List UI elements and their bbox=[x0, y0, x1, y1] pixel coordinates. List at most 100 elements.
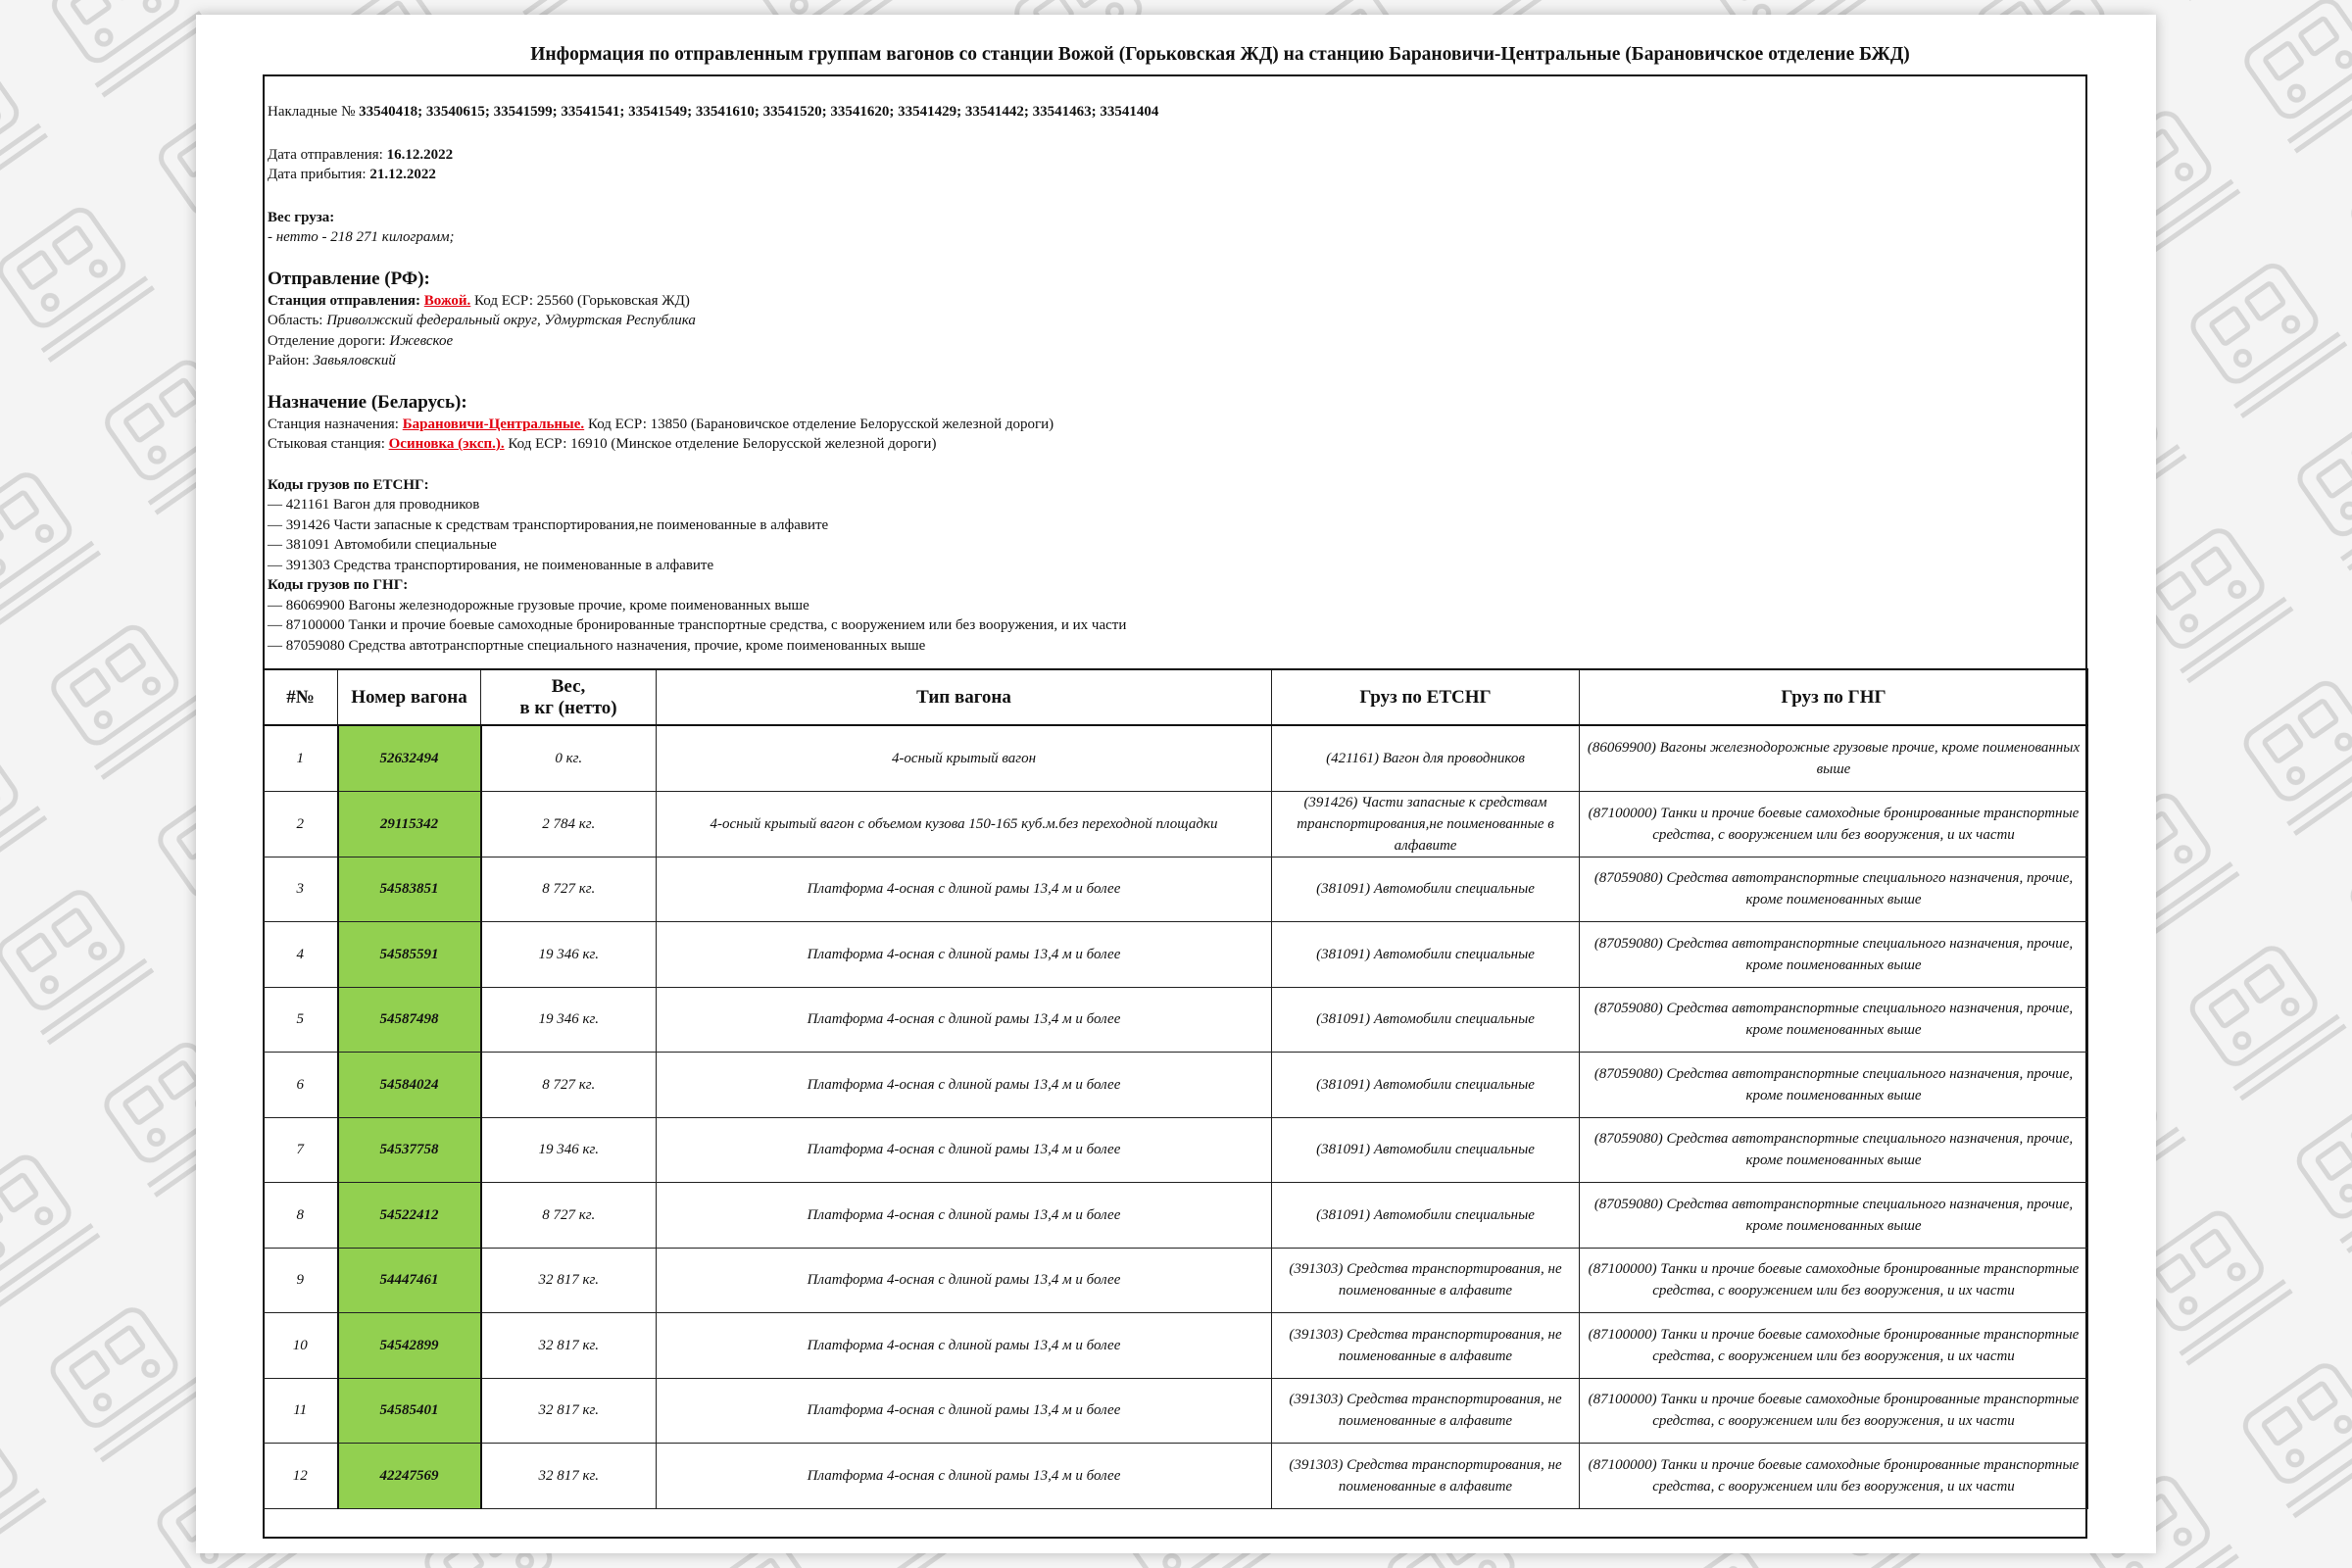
cargo-gng: (87059080) Средства автотранспортные спе… bbox=[1579, 986, 2088, 1053]
cargo-etsng: (391303) Средства транспортирования, не … bbox=[1271, 1377, 1580, 1444]
table-row: 8 54522412 8 727 кг. Платформа 4-осная с дл… bbox=[263, 1182, 2088, 1249]
table-row: 7 54537758 19 346 кг. Платформа 4-осная с д… bbox=[263, 1116, 2088, 1183]
cargo-etsng: (391426) Части запасные к средствам тран… bbox=[1271, 790, 1580, 858]
arrival-date-line: Дата прибытия: 21.12.2022 bbox=[268, 167, 436, 182]
wagon-type: 4-осный крытый вагон bbox=[656, 724, 1272, 792]
wagon-number: 54583851 bbox=[336, 856, 482, 922]
wagon-type: Платформа 4-осная с длиной рамы 13,4 м и… bbox=[656, 856, 1272, 922]
cargo-etsng: (381091) Автомобили специальные bbox=[1271, 921, 1580, 988]
wagon-number: 54447461 bbox=[336, 1247, 482, 1313]
cargo-gng: (87100000) Танки и прочие боевые самоход… bbox=[1579, 1312, 2088, 1379]
wagon-weight: 32 817 кг. bbox=[480, 1377, 657, 1444]
report-frame: Накладные № 33540418; 33540615; 33541599… bbox=[263, 74, 2088, 1539]
origin-region-line: Область: Приволжский федеральный округ, … bbox=[268, 313, 696, 328]
destination-station-line: Станция назначения: Барановичи-Центральн… bbox=[268, 416, 1054, 432]
header-wagon-number: Номер вагона bbox=[337, 668, 481, 726]
row-number: 9 bbox=[263, 1247, 338, 1313]
cargo-etsng: (421161) Вагон для проводников bbox=[1271, 724, 1580, 792]
cargo-etsng: (391303) Средства транспортирования, не … bbox=[1271, 1312, 1580, 1379]
row-number: 3 bbox=[263, 856, 338, 922]
wagon-type: Платформа 4-осная с длиной рамы 13,4 м и… bbox=[656, 1443, 1272, 1509]
row-number: 5 bbox=[263, 986, 338, 1053]
wagon-weight: 32 817 кг. bbox=[480, 1247, 657, 1313]
wagon-number: 54537758 bbox=[336, 1116, 482, 1183]
cargo-gng: (87100000) Танки и прочие боевые самоход… bbox=[1579, 1247, 2088, 1313]
wagon-type: Платформа 4-осная с длиной рамы 13,4 м и… bbox=[656, 921, 1272, 988]
table-row: 3 54583851 8 727 кг. Платформа 4-осная с дл… bbox=[263, 856, 2088, 922]
wagon-type: Платформа 4-осная с длиной рамы 13,4 м и… bbox=[656, 1182, 1272, 1249]
cargo-gng: (87100000) Танки и прочие боевые самоход… bbox=[1579, 790, 2088, 858]
cargo-etsng: (391303) Средства транспортирования, не … bbox=[1271, 1247, 1580, 1313]
cargo-etsng: (381091) Автомобили специальные bbox=[1271, 986, 1580, 1053]
destination-station-link[interactable]: Барановичи-Центральные. bbox=[402, 416, 585, 432]
row-number: 2 bbox=[263, 790, 338, 858]
table-row: 6 54584024 8 727 кг. Платформа 4-осная с дл… bbox=[263, 1052, 2088, 1118]
table-row: 12 42247569 32 817 кг. Платформа 4-осная с … bbox=[263, 1443, 2088, 1509]
table-row: 5 54587498 19 346 кг. Платформа 4-осная с д… bbox=[263, 986, 2088, 1053]
arrival-date: 21.12.2022 bbox=[369, 167, 436, 182]
cargo-gng: (87059080) Средства автотранспортные спе… bbox=[1579, 1052, 2088, 1118]
row-number: 6 bbox=[263, 1052, 338, 1118]
row-number: 1 bbox=[263, 724, 338, 792]
gng-item: — 87100000 Танки и прочие боевые самоход… bbox=[268, 617, 1127, 633]
document-page: Информация по отправленным группам вагон… bbox=[196, 15, 2156, 1553]
wagon-weight: 32 817 кг. bbox=[480, 1443, 657, 1509]
wagon-number: 54542899 bbox=[336, 1312, 482, 1379]
waybill-numbers: 33540418; 33540615; 33541599; 33541541; … bbox=[359, 104, 1159, 120]
wagon-weight: 19 346 кг. bbox=[480, 921, 657, 988]
cargo-gng: (87059080) Средства автотранспортные спе… bbox=[1579, 1182, 2088, 1249]
page-title: Информация по отправленным группам вагон… bbox=[530, 44, 1910, 65]
wagon-type: Платформа 4-осная с длиной рамы 13,4 м и… bbox=[656, 1247, 1272, 1313]
origin-heading: Отправление (РФ): bbox=[268, 268, 430, 289]
destination-heading: Назначение (Беларусь): bbox=[268, 391, 467, 413]
wagon-weight: 8 727 кг. bbox=[480, 1182, 657, 1249]
cargo-gng: (87059080) Средства автотранспортные спе… bbox=[1579, 921, 2088, 988]
row-number: 7 bbox=[263, 1116, 338, 1183]
header-cargo-gng: Груз по ГНГ bbox=[1579, 668, 2088, 726]
wagon-type: 4-осный крытый вагон с объемом кузова 15… bbox=[656, 790, 1272, 858]
table-row: 4 54585591 19 346 кг. Платформа 4-осная с д… bbox=[263, 921, 2088, 988]
wagon-weight: 0 кг. bbox=[480, 724, 657, 792]
wagon-number: 42247569 bbox=[336, 1443, 482, 1509]
etsng-item: — 391303 Средства транспортирования, не … bbox=[268, 557, 714, 573]
row-number: 12 bbox=[263, 1443, 338, 1509]
cargo-gng: (87059080) Средства автотранспортные спе… bbox=[1579, 856, 2088, 922]
gng-item: — 86069900 Вагоны железнодорожные грузов… bbox=[268, 597, 809, 613]
cargo-gng: (87100000) Танки и прочие боевые самоход… bbox=[1579, 1443, 2088, 1509]
junction-station-line: Стыковая станция: Осиновка (эксп.). Код … bbox=[268, 436, 937, 452]
cargo-gng: (87100000) Танки и прочие боевые самоход… bbox=[1579, 1377, 2088, 1444]
header-cargo-etsng: Груз по ЕТСНГ bbox=[1271, 668, 1580, 726]
wagon-weight: 19 346 кг. bbox=[480, 986, 657, 1053]
wagon-number: 54522412 bbox=[336, 1182, 482, 1249]
etsng-heading: Коды грузов по ЕТСНГ: bbox=[268, 476, 429, 493]
wagon-number: 52632494 bbox=[336, 724, 482, 792]
row-number: 8 bbox=[263, 1182, 338, 1249]
wagon-number: 54584024 bbox=[336, 1052, 482, 1118]
gng-item: — 87059080 Средства автотранспортные спе… bbox=[268, 637, 926, 654]
cargo-etsng: (381091) Автомобили специальные bbox=[1271, 1182, 1580, 1249]
wagon-weight: 32 817 кг. bbox=[480, 1312, 657, 1379]
table-row: 9 54447461 32 817 кг. Платформа 4-осная с д… bbox=[263, 1247, 2088, 1313]
junction-station-link[interactable]: Осиновка (эксп.). bbox=[388, 436, 505, 452]
row-number: 4 bbox=[263, 921, 338, 988]
wagon-type: Платформа 4-осная с длиной рамы 13,4 м и… bbox=[656, 1377, 1272, 1444]
departure-date-line: Дата отправления: 16.12.2022 bbox=[268, 146, 454, 163]
table-header-row: #№ Номер вагона Вес, в кг (нетто) Тип вагон… bbox=[263, 668, 2088, 726]
wagon-type: Платформа 4-осная с длиной рамы 13,4 м и… bbox=[656, 1052, 1272, 1118]
header-number: #№ bbox=[263, 668, 338, 726]
header-wagon-type: Тип вагона bbox=[656, 668, 1272, 726]
wagon-type: Платформа 4-осная с длиной рамы 13,4 м и… bbox=[656, 986, 1272, 1053]
wagon-number: 29115342 bbox=[336, 790, 482, 858]
departure-date: 16.12.2022 bbox=[386, 146, 454, 163]
wagons-table: #№ Номер вагона Вес, в кг (нетто) Тип вагон… bbox=[263, 668, 2088, 1509]
wagon-number: 54585591 bbox=[336, 921, 482, 988]
cargo-gng: (86069900) Вагоны железнодорожные грузов… bbox=[1579, 724, 2088, 792]
etsng-item: — 381091 Автомобили специальные bbox=[268, 537, 497, 553]
wagon-type: Платформа 4-осная с длиной рамы 13,4 м и… bbox=[656, 1312, 1272, 1379]
table-row: 10 54542899 32 817 кг. Платформа 4-осная с … bbox=[263, 1312, 2088, 1379]
origin-station-link[interactable]: Вожой. bbox=[423, 292, 471, 309]
etsng-item: — 391426 Части запасные к средствам тран… bbox=[268, 516, 829, 533]
wagon-weight: 8 727 кг. bbox=[480, 1052, 657, 1118]
origin-division-line: Отделение дороги: Ижевское bbox=[268, 332, 454, 349]
shipment-info: Накладные № 33540418; 33540615; 33541599… bbox=[268, 102, 1158, 656]
